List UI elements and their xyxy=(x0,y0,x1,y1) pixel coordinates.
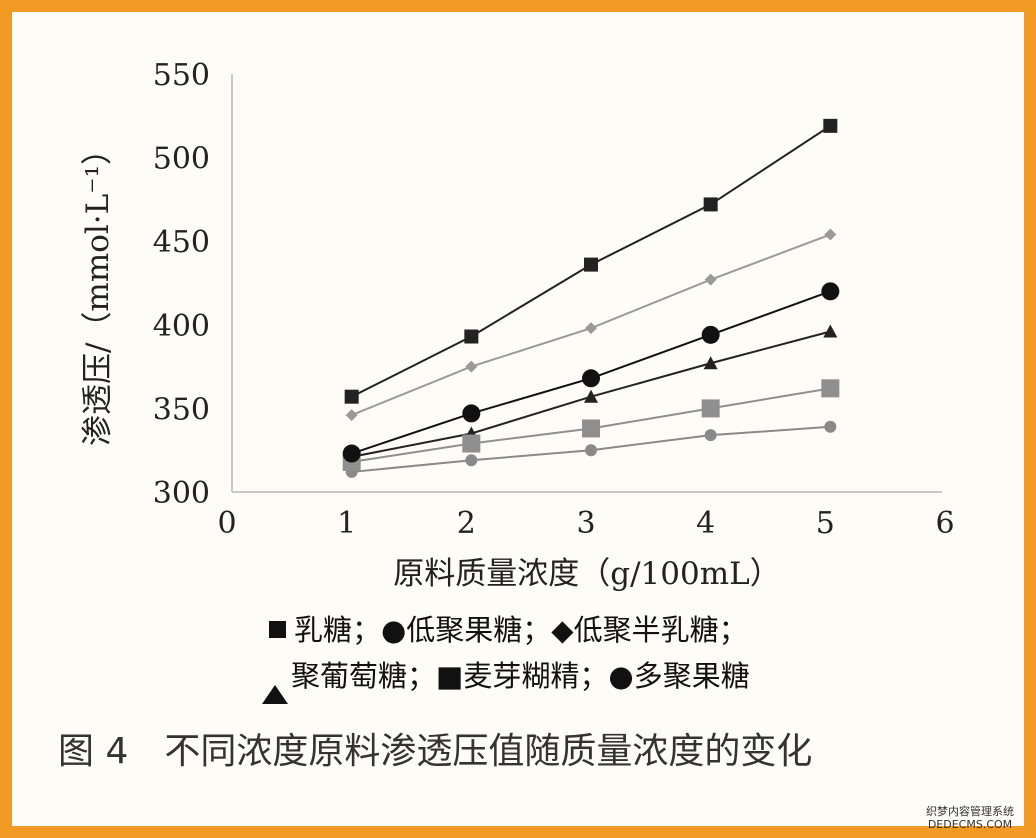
data-point xyxy=(345,409,358,422)
y-tick-label: 450 xyxy=(153,225,210,260)
data-point xyxy=(465,360,478,373)
x-tick-label: 0 xyxy=(217,506,236,541)
x-tick-label: 6 xyxy=(935,506,954,541)
data-point xyxy=(582,419,600,438)
data-point xyxy=(342,444,361,463)
series-small-circle xyxy=(345,420,837,478)
axes xyxy=(231,74,942,493)
y-tick-label: 400 xyxy=(153,309,210,344)
data-point xyxy=(464,329,479,344)
x-tick-label: 1 xyxy=(337,506,356,541)
plot-area xyxy=(342,118,840,478)
figure-caption: 图 4 不同浓度原料渗透压值随质量浓度的变化 xyxy=(58,731,812,772)
data-point xyxy=(465,454,478,467)
x-axis-label: 原料质量浓度（g/100mL） xyxy=(393,556,780,592)
x-tick-label: 3 xyxy=(576,506,595,541)
y-tick-label: 550 xyxy=(153,58,210,93)
data-point xyxy=(462,434,481,453)
legend-line-2: 聚葡萄糖；■麦芽糊精；●多聚果糖 xyxy=(291,659,750,693)
data-point xyxy=(703,197,718,212)
data-point xyxy=(585,322,597,335)
y-tick-label: 500 xyxy=(153,142,210,177)
data-point xyxy=(824,228,837,241)
series-diamond xyxy=(345,228,837,422)
watermark-line-2: DEDECMS.COM xyxy=(928,818,1012,831)
data-point xyxy=(582,369,600,388)
x-tick-label: 4 xyxy=(696,506,715,541)
legend: 乳糖；●低聚果糖；◆低聚半乳糖； 聚葡萄糖；■麦芽糊精；●多聚果糖 xyxy=(262,613,750,704)
legend-line-1: 乳糖；●低聚果糖；◆低聚半乳糖； xyxy=(294,613,748,647)
legend-marker-triangle xyxy=(262,685,288,704)
data-point xyxy=(344,389,359,404)
data-point xyxy=(824,420,837,433)
x-tick-label: 5 xyxy=(816,506,835,541)
legend-marker-small-square xyxy=(269,621,286,638)
data-point xyxy=(821,282,840,301)
watermark-line-1: 织梦内容管理系统 xyxy=(926,804,1014,818)
data-point xyxy=(823,118,838,133)
data-point xyxy=(701,399,720,418)
series-large-square xyxy=(342,379,840,471)
data-point xyxy=(584,257,598,272)
data-point xyxy=(584,389,598,403)
data-point xyxy=(585,444,597,457)
tick-labels: 300 350 400 450 500 550 0 1 2 3 4 5 6 xyxy=(153,58,955,541)
data-point xyxy=(823,324,838,338)
y-tick-label: 300 xyxy=(153,476,210,511)
data-point xyxy=(462,404,481,423)
data-point xyxy=(704,273,717,286)
y-tick-label: 350 xyxy=(153,392,210,427)
data-point xyxy=(703,356,718,370)
x-tick-label: 2 xyxy=(457,506,476,541)
data-point xyxy=(821,379,840,398)
data-point xyxy=(701,325,720,344)
y-axis-label: 渗透压/（mmol·L⁻¹） xyxy=(80,134,116,446)
series-triangle xyxy=(344,324,838,463)
data-point xyxy=(704,429,717,442)
series-small-square xyxy=(344,118,838,404)
series-large-circle xyxy=(342,282,840,463)
